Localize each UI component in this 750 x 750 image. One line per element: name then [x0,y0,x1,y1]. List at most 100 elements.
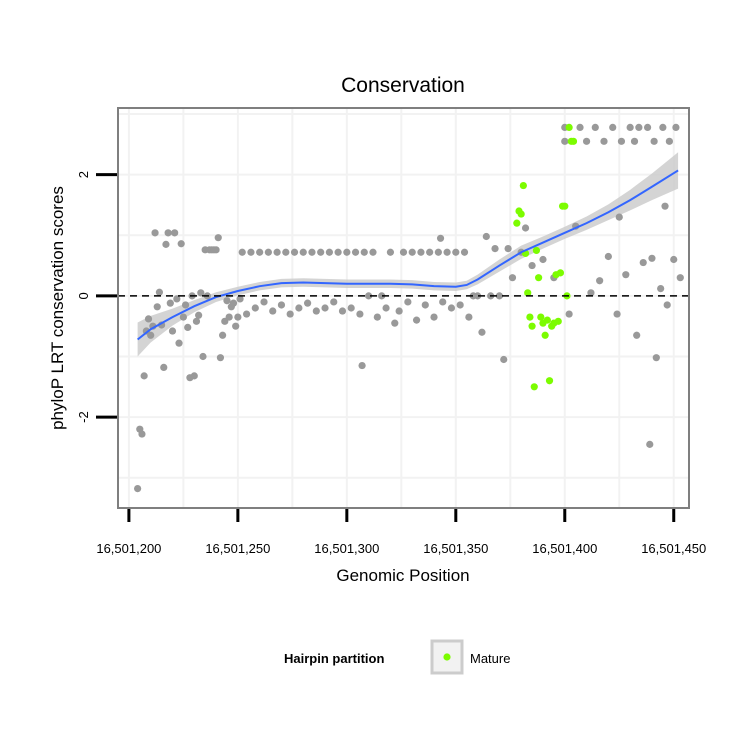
data-point-other [325,248,334,256]
data-point-other [600,137,608,145]
data-point-other [299,248,307,256]
data-point-other [528,261,536,270]
data-point-other [663,301,671,309]
data-point-other [312,307,320,315]
data-point-other [591,123,599,131]
data-point-other [171,229,179,237]
data-point-other [495,292,503,300]
data-point-other [184,323,192,331]
data-point-other [617,137,626,145]
data-point-mature [545,377,554,385]
data-point-mature [526,313,534,321]
data-point-other [378,292,386,300]
data-point-other [386,248,395,256]
data-point-other [659,123,667,131]
series-other [134,123,684,493]
data-point-other [365,292,373,300]
data-point-other [609,123,617,131]
data-point-other [260,298,268,306]
data-point-other [615,213,623,221]
data-point-other [391,319,399,327]
x-tick-label: 16,501,300 [314,541,379,556]
y-axis: -2 0 2 [76,171,117,423]
data-point-mature [561,202,569,210]
data-point-other [491,245,499,253]
data-point-other [308,248,316,256]
data-point-other [168,327,177,335]
data-point-other [482,232,490,241]
smooth-line [136,169,679,341]
data-point-other [155,288,164,296]
data-point-other [672,123,680,131]
data-point-other [646,440,654,448]
data-point-other [236,295,244,303]
data-point-other [223,297,231,305]
data-point-other [144,315,153,323]
data-point-other [460,248,469,256]
data-point-other [408,248,416,256]
data-point-mature [556,269,565,277]
data-point-other [426,248,434,256]
x-axis: 16,501,200 16,501,250 16,501,300 16,501,350… [96,509,706,556]
legend-mature-label: Mature [470,651,510,666]
data-point-mature [537,313,545,321]
data-point-other [286,310,294,318]
data-point-other [166,299,174,307]
data-point-other [351,248,360,256]
data-point-other [175,339,183,347]
data-point-other [596,277,604,285]
data-point-other [465,313,473,321]
data-point-other [212,246,220,254]
data-point-other [234,313,242,321]
data-point-mature [517,210,525,218]
data-point-other [447,304,456,312]
data-point-other [417,248,425,256]
legend-title: Hairpin partition [284,651,384,666]
data-point-other [356,310,364,318]
data-point-other [639,258,647,267]
data-point-other [238,248,246,256]
data-point-other [587,289,595,297]
data-point-other [334,248,342,256]
data-point-other [399,248,408,256]
data-point-other [443,248,451,256]
data-point-mature [541,331,549,339]
x-tick-label: 16,501,250 [205,541,270,556]
legend: Hairpin partition Mature [284,639,510,675]
data-point-other [214,234,222,242]
data-point-other [192,317,201,325]
data-point-other [652,354,660,362]
data-point-other [247,248,255,256]
data-point-other [661,202,669,210]
data-point-other [500,355,508,364]
data-point-other [219,331,227,339]
data-point-other [162,240,170,248]
data-point-mature [543,316,551,324]
data-point-mature [532,246,541,255]
data-point-other [439,298,447,306]
data-point-other [164,229,172,237]
data-point-other [173,295,181,303]
y-tick-label: 2 [76,171,91,178]
x-tick-label: 16,501,400 [532,541,597,556]
data-point-other [434,248,442,256]
data-point-other [382,304,390,312]
data-point-other [582,137,591,145]
data-point-other [256,248,264,256]
data-point-other [330,298,338,306]
data-point-other [360,248,368,256]
data-point-other [421,301,429,309]
data-point-other [404,298,412,306]
data-point-other [229,299,238,307]
data-point-other [676,274,684,282]
data-point-other [295,304,303,312]
data-point-other [343,248,351,256]
data-point-other [604,252,612,261]
series-mature [513,123,578,391]
data-point-mature [554,317,562,325]
data-point-other [430,313,438,321]
data-point-other [657,285,665,293]
data-point-other [216,354,225,362]
data-point-other [630,137,639,145]
